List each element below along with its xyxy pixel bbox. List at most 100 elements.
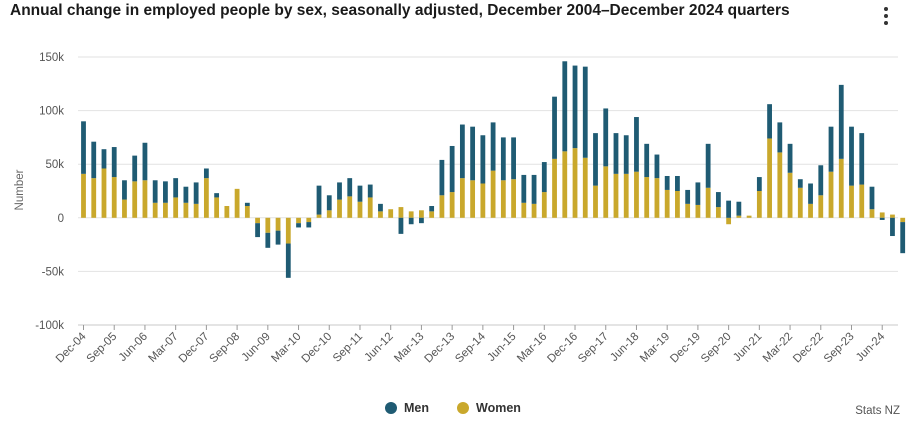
y-tick-label: 50k xyxy=(45,159,64,171)
y-axis-label: Number xyxy=(14,169,26,210)
source-credit: Stats NZ xyxy=(855,405,900,417)
x-tick-label: Dec-10 xyxy=(300,331,335,366)
bar-men xyxy=(756,177,762,191)
x-tick-label: Mar-10 xyxy=(269,331,303,365)
bar-women xyxy=(203,178,209,218)
x-tick-label: Jun-15 xyxy=(485,331,518,364)
bar-women xyxy=(634,171,639,218)
bar-men xyxy=(347,178,353,197)
bar-men xyxy=(675,175,680,191)
bar-women xyxy=(767,138,772,218)
bar-women xyxy=(367,197,373,218)
bar-women xyxy=(285,217,291,244)
bar-women xyxy=(582,157,588,218)
bar-women xyxy=(787,172,793,218)
bar-women xyxy=(347,196,353,218)
bar-men xyxy=(439,159,445,196)
chart-title: Annual change in employed people by sex,… xyxy=(10,2,790,19)
bar-men xyxy=(163,181,168,203)
grid-lines xyxy=(78,56,898,326)
bar-men xyxy=(818,165,824,196)
bar-women xyxy=(818,195,824,218)
bar-women xyxy=(623,173,629,218)
x-tick-label: Jun-12 xyxy=(362,331,395,364)
bar-women xyxy=(429,211,435,218)
bar-women xyxy=(480,183,486,218)
legend-label-men: Men xyxy=(404,401,429,415)
bar-men xyxy=(500,137,506,181)
x-tick-label: Jun-06 xyxy=(117,331,150,364)
bar-men xyxy=(285,243,291,278)
bar-men xyxy=(685,189,691,204)
legend-item-women[interactable]: Women xyxy=(457,401,521,415)
bar-women xyxy=(316,214,322,218)
x-tick-label: Sep-17 xyxy=(576,331,611,366)
bar-women xyxy=(470,180,476,218)
y-tick-label: -50k xyxy=(42,266,65,278)
bar-women xyxy=(900,217,906,223)
bar-women xyxy=(593,185,598,218)
legend-item-men[interactable]: Men xyxy=(385,401,429,415)
bar-women xyxy=(173,197,179,218)
bar-men xyxy=(869,186,875,210)
bar-women xyxy=(224,206,230,218)
x-tick-label: Dec-04 xyxy=(54,330,89,365)
bar-men xyxy=(828,126,834,172)
x-tick-label: Sep-05 xyxy=(85,331,120,366)
bar-women xyxy=(531,203,537,218)
bar-women xyxy=(849,185,854,218)
bar-men xyxy=(316,185,322,215)
bar-men xyxy=(429,206,435,212)
bar-men xyxy=(715,192,721,208)
bar-men xyxy=(449,145,455,193)
x-tick-label: Dec-19 xyxy=(668,331,703,366)
bar-men xyxy=(470,126,476,181)
x-tick-label: Mar-19 xyxy=(638,331,672,365)
bar-women xyxy=(562,151,568,218)
bar-women xyxy=(675,191,680,218)
bar-women xyxy=(234,188,240,218)
bar-men xyxy=(81,121,86,174)
x-tick-label: Jun-18 xyxy=(608,331,641,364)
bar-men xyxy=(111,147,117,178)
bar-men xyxy=(101,149,107,169)
bar-men xyxy=(541,162,547,193)
x-tick-label: Mar-16 xyxy=(515,331,549,365)
bar-women xyxy=(378,211,383,218)
bar-men xyxy=(777,122,783,153)
bar-men xyxy=(654,154,660,179)
bar-men xyxy=(562,61,568,152)
x-tick-label: Dec-22 xyxy=(791,331,826,366)
bar-women xyxy=(408,211,414,218)
bar-men xyxy=(521,174,527,203)
bar-women xyxy=(183,202,189,218)
bar-men xyxy=(490,122,496,171)
bar-men xyxy=(378,203,383,212)
bar-men xyxy=(511,137,516,180)
bar-men xyxy=(838,84,844,159)
bar-men xyxy=(552,96,557,159)
bar-men xyxy=(357,185,363,202)
x-tick-label: Mar-22 xyxy=(761,331,795,365)
bar-women xyxy=(214,197,220,218)
bar-women xyxy=(756,191,762,218)
more-options-icon[interactable] xyxy=(884,7,888,29)
bar-men xyxy=(398,217,404,234)
bar-women xyxy=(685,203,691,218)
bar-men xyxy=(193,182,199,204)
bar-women xyxy=(879,212,885,218)
bar-men xyxy=(244,202,250,207)
bar-women xyxy=(449,192,455,218)
x-tick-label: Dec-13 xyxy=(423,331,458,366)
bar-women xyxy=(746,215,752,218)
bar-men xyxy=(787,143,793,173)
x-tick-label: Dec-16 xyxy=(545,331,580,366)
bar-men xyxy=(214,193,220,198)
bar-men xyxy=(367,184,373,198)
bar-men xyxy=(275,230,281,245)
bar-men xyxy=(879,217,885,220)
bar-women xyxy=(419,210,424,218)
bar-men xyxy=(326,195,332,211)
y-tick-label: 150k xyxy=(39,52,64,64)
